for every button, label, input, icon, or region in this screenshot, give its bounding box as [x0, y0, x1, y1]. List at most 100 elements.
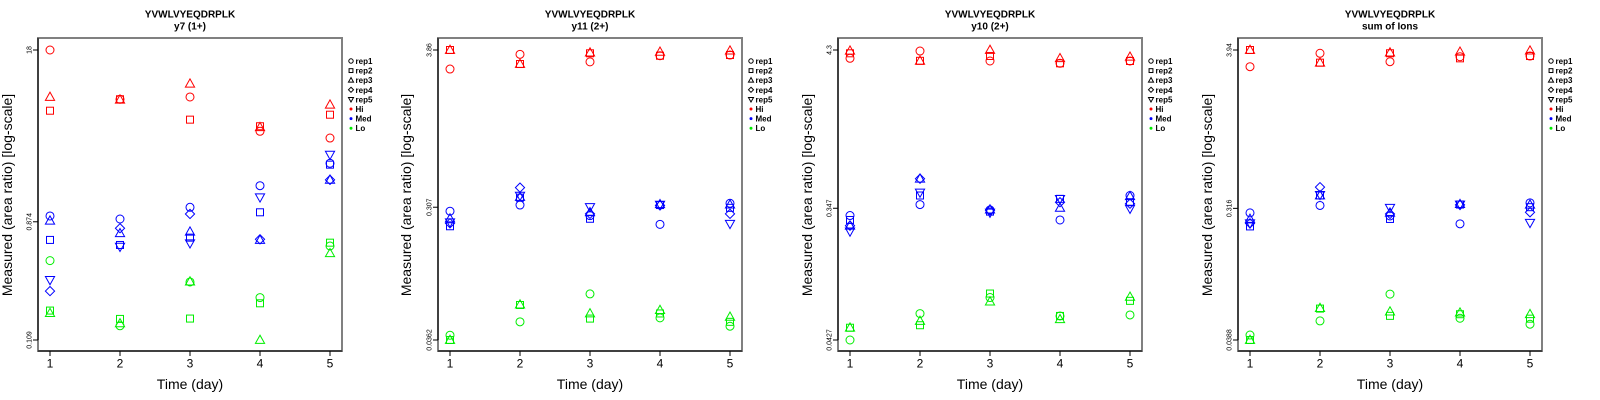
point-med-rep1-day4	[1055, 215, 1065, 225]
series-lo-rep1	[845, 293, 1135, 345]
point-med-rep3-day2	[914, 172, 926, 183]
point-med-rep5-day3	[184, 239, 196, 250]
axis-ticks: 3.94 0.316 0.0388 1 2 3 4 5	[1227, 43, 1534, 370]
series-med-rep4	[444, 182, 736, 229]
legend-square-icon	[348, 68, 354, 74]
point-med-rep4-day3	[184, 208, 196, 220]
legend-item-lo: Lo	[1149, 124, 1165, 133]
x-tick-label: 2	[517, 357, 524, 371]
point-med-rep2-day3	[186, 233, 194, 242]
point-hi-rep2-day5	[1526, 52, 1534, 61]
legend-item-med: Med	[1549, 115, 1572, 124]
point-hi-rep3-day1	[444, 44, 456, 54]
legend-triangle-icon	[1547, 76, 1555, 83]
chart-subtitle: y7 (1+)	[174, 22, 206, 33]
series-lo-rep1	[445, 289, 735, 340]
point-lo-rep3-day3	[184, 275, 196, 286]
point-lo-rep2-day3	[1386, 311, 1394, 320]
point-med-rep3-day1	[844, 219, 856, 230]
x-tick-label: 5	[1527, 357, 1534, 371]
legend-item-rep2: rep2	[1148, 67, 1173, 76]
point-lo-rep1-day3	[1385, 289, 1395, 299]
point-lo-rep2-day5	[326, 238, 334, 247]
point-lo-rep1-day1	[1245, 330, 1255, 340]
point-lo-rep2-day4	[256, 299, 264, 308]
legend-item-med: Med	[349, 115, 372, 124]
legend-label: Hi	[756, 105, 764, 114]
point-med-rep3-day5	[324, 173, 336, 184]
point-hi-rep2-day3	[186, 115, 194, 124]
legend-label: Hi	[1156, 105, 1164, 114]
legend-lo-dot-icon	[749, 126, 753, 130]
y-axis-label: Measured (area ratio) [log-scale]	[0, 94, 15, 296]
point-hi-rep1-day1	[445, 64, 455, 74]
point-hi-rep1-day3	[585, 57, 595, 67]
legend-item-hi: Hi	[749, 105, 764, 114]
point-hi-rep3-day1	[844, 44, 856, 55]
point-med-rep3-day1	[44, 214, 56, 225]
point-hi-rep1-day2	[1315, 48, 1325, 58]
x-tick-label: 4	[1057, 357, 1064, 371]
legend-label: rep5	[356, 95, 373, 104]
point-med-rep2-day1	[446, 222, 454, 231]
legend-diamond-icon	[1547, 86, 1555, 94]
point-med-rep5-day1	[844, 227, 856, 238]
y-tick-label: 3.94	[1227, 43, 1234, 57]
legend-med-dot-icon	[749, 117, 753, 121]
plot-frame	[837, 37, 1143, 352]
legend-item-rep3: rep3	[1147, 76, 1173, 85]
legend-label: rep4	[756, 86, 773, 95]
point-lo-rep3-day2	[1314, 302, 1326, 313]
point-lo-rep1-day4	[255, 293, 265, 303]
x-tick-label: 1	[847, 357, 854, 371]
point-med-rep1-day4	[1455, 219, 1465, 229]
y-tick-label: 3.86	[427, 43, 434, 57]
x-tick-label: 3	[987, 357, 994, 371]
x-axis-label: Time (day)	[557, 376, 623, 392]
legend-label: rep4	[1556, 86, 1573, 95]
point-hi-rep1-day1	[45, 45, 55, 55]
point-hi-rep2-day4	[1056, 59, 1064, 68]
point-hi-rep1-day3	[1385, 57, 1395, 67]
y-tick-label: 0.316	[1227, 200, 1234, 218]
point-med-rep4-day1	[44, 285, 56, 297]
point-hi-rep2-day5	[726, 51, 734, 60]
point-lo-rep3-day2	[514, 298, 526, 309]
x-tick-label: 2	[917, 357, 924, 371]
point-lo-rep3-day3	[984, 295, 996, 306]
point-med-rep5-day4	[1054, 194, 1066, 205]
chart-panel-y7: YVWLVYEQDRPLK y7 (1+) Measured (area rat…	[0, 10, 373, 393]
point-med-rep3-day4	[1454, 198, 1466, 209]
x-tick-label: 2	[117, 357, 124, 371]
point-lo-rep1-day1	[445, 330, 455, 340]
point-hi-rep3-day1	[44, 91, 56, 101]
x-tick-label: 4	[1457, 357, 1464, 371]
point-med-rep5-day4	[1454, 200, 1466, 211]
legend-item-rep1: rep1	[1548, 57, 1573, 66]
legend-circle-icon	[1148, 58, 1154, 64]
legend-label: Hi	[1556, 105, 1564, 114]
chart-panel-y10: YVWLVYEQDRPLK y10 (2+) Measured (area ra…	[799, 10, 1173, 393]
legend-hi-dot-icon	[749, 107, 753, 111]
point-hi-rep1-day4	[1455, 52, 1465, 62]
series-hi-rep3	[44, 77, 336, 132]
axis-ticks: 3.86 0.307 0.0362 1 2 3 4 5	[427, 43, 734, 370]
series-med-rep1	[45, 158, 335, 224]
plot-frame	[437, 37, 743, 352]
plot-frame	[1237, 37, 1543, 352]
legend-label: rep4	[1156, 86, 1173, 95]
point-med-rep4-day3	[584, 208, 596, 220]
point-hi-rep3-day4	[654, 45, 666, 56]
point-hi-rep1-day5	[325, 133, 335, 143]
point-hi-rep3-day3	[984, 44, 996, 54]
point-lo-rep3-day5	[324, 247, 336, 258]
legend-item-rep3: rep3	[1547, 76, 1573, 85]
point-lo-rep3-day1	[844, 321, 856, 332]
point-med-rep5-day3	[1384, 203, 1396, 214]
x-tick-label: 4	[657, 357, 664, 371]
legend-hi-dot-icon	[1549, 107, 1553, 111]
point-lo-rep3-day2	[114, 317, 126, 328]
legend-item-lo: Lo	[1549, 124, 1565, 133]
legend-lo-dot-icon	[1149, 126, 1153, 130]
